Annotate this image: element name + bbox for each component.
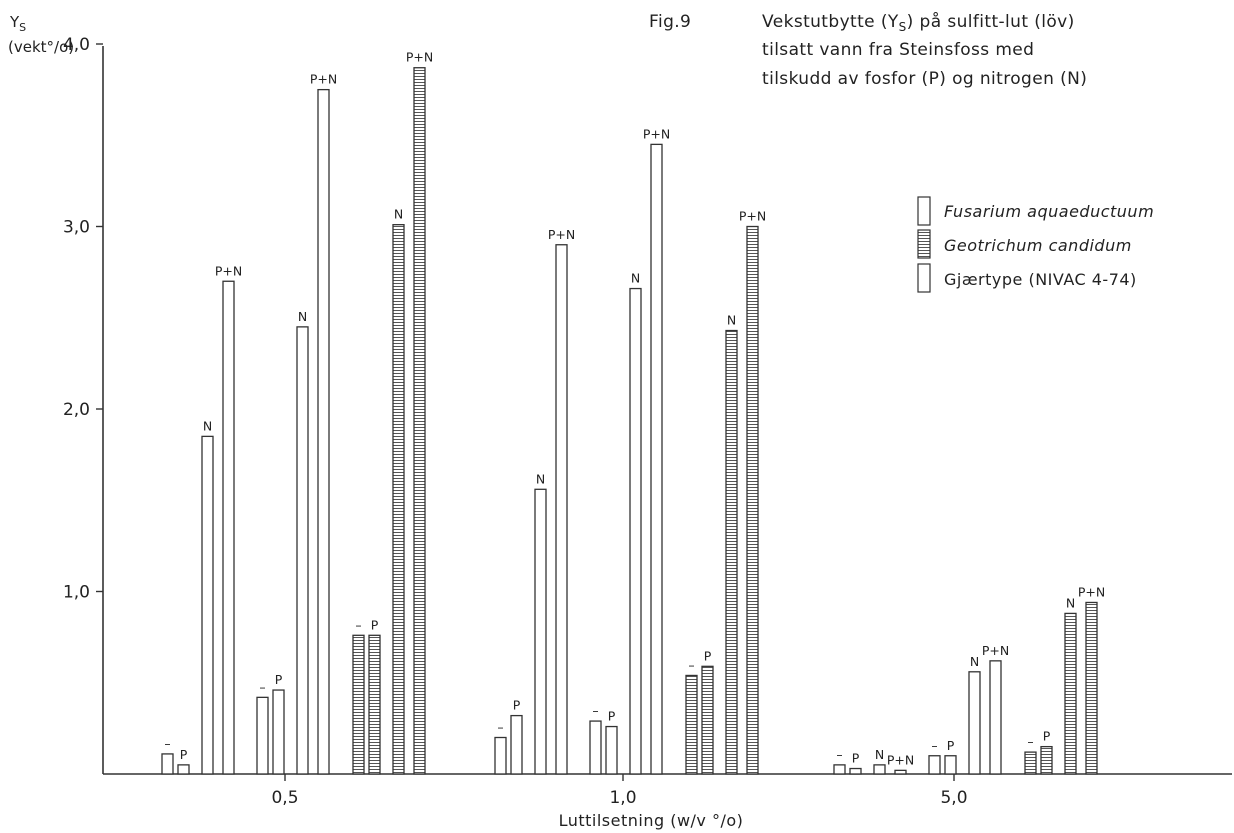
- bar: [701, 665, 714, 775]
- bar-treatment-label: P+N: [1078, 584, 1105, 599]
- legend-swatch-fusarium: [917, 196, 931, 226]
- bar-treatment-label: N: [970, 654, 979, 669]
- y-axis-label: YS: [9, 13, 26, 34]
- bar-treatment-label: –: [931, 738, 937, 753]
- bar-treatment-label: N: [1066, 595, 1075, 610]
- bar-treatment-label: P+N: [739, 209, 766, 224]
- y-tick-label: 4,0: [63, 35, 90, 55]
- bar-treatment-label: –: [355, 617, 361, 632]
- legend-label-geotrichum: Geotrichum candidum: [944, 236, 1132, 255]
- bar: [849, 767, 862, 775]
- y-tick-label: 3,0: [63, 218, 90, 238]
- bar: [1064, 612, 1077, 775]
- title-line-2: tilsatt vann fra Steinsfoss med: [762, 40, 1034, 60]
- bar-treatment-label: –: [497, 720, 503, 735]
- bar: [317, 88, 330, 775]
- bar: [746, 225, 759, 775]
- bar: [928, 755, 941, 775]
- bar-treatment-label: N: [298, 309, 307, 324]
- bar-treatment-label: –: [259, 679, 265, 694]
- bar: [352, 634, 365, 775]
- bar-treatment-label: P: [608, 709, 616, 724]
- bar-treatment-label: P+N: [548, 227, 575, 242]
- bar-treatment-label: –: [688, 657, 694, 672]
- bar-treatment-label: P: [852, 751, 860, 766]
- bar: [392, 224, 405, 775]
- bar-treatment-label: N: [394, 207, 403, 222]
- y-axis-unit: (vekt°/o): [8, 38, 74, 56]
- bar: [650, 143, 663, 775]
- legend-swatch-geotrichum: [917, 229, 931, 259]
- legend-label-fusarium: Fusarium aquaeductuum: [944, 202, 1154, 221]
- figure-number: Fig.9: [649, 12, 691, 32]
- title-line-1: Vekstutbytte (YS) på sulfitt-lut (löv): [762, 11, 1075, 34]
- bar: [833, 764, 846, 775]
- chart-title: Fig.9 Vekstutbytte (YS) på sulfitt-lut (…: [649, 11, 1087, 89]
- bar-treatment-label: N: [875, 747, 884, 762]
- x-tick-label: 5,0: [940, 788, 967, 808]
- bar-treatment-label: P: [371, 617, 379, 632]
- bar-treatment-label: P: [275, 672, 283, 687]
- bar: [989, 660, 1002, 775]
- y-tick-label: 1,0: [63, 583, 90, 603]
- bar-treatment-label: P+N: [310, 72, 337, 87]
- bar-treatment-label: P+N: [406, 50, 433, 65]
- bar-treatment-label: P: [180, 747, 188, 762]
- bar: [296, 326, 309, 775]
- bar: [510, 714, 523, 775]
- y-ticks: 1,0 2,0 3,0 4,0: [63, 35, 103, 603]
- bar: [725, 329, 738, 775]
- bar: [1024, 751, 1037, 775]
- bar: [177, 764, 190, 775]
- bar-treatment-label: P+N: [887, 752, 914, 767]
- bar: [605, 725, 618, 775]
- bar-treatment-label: P+N: [215, 263, 242, 278]
- bar: [222, 280, 235, 775]
- bar: [161, 753, 174, 775]
- title-line-3: tilskudd av fosfor (P) og nitrogen (N): [762, 69, 1087, 89]
- bar: [368, 634, 381, 775]
- bar: [534, 488, 547, 775]
- bar-treatment-label: N: [727, 313, 736, 328]
- bar: [944, 755, 957, 775]
- bar: [629, 287, 642, 775]
- bar: [589, 720, 602, 775]
- legend-label-gjaertype: Gjærtype (NIVAC 4-74): [944, 270, 1137, 289]
- bar-treatment-label: P: [513, 698, 521, 713]
- x-axis-label: Luttilsetning (w/v °/o): [559, 811, 744, 830]
- bar-treatment-label: P: [947, 738, 955, 753]
- bars: –PNP+N– PNP+N– PNP+N–PNP+N– PNP+N–PNP+N– P N P…: [161, 50, 1105, 775]
- bar-treatment-label: N: [203, 418, 212, 433]
- bar: [272, 689, 285, 775]
- bar: [201, 435, 214, 775]
- x-tick-label: 1,0: [609, 788, 636, 808]
- bar: [555, 244, 568, 775]
- bar: [1085, 601, 1098, 775]
- bar-treatment-label: –: [164, 736, 170, 751]
- bar-treatment-label: P: [704, 648, 712, 663]
- bar-treatment-label: P+N: [643, 126, 670, 141]
- bar-treatment-label: P: [1043, 729, 1051, 744]
- legend-swatch-gjaertype: [917, 263, 931, 293]
- bar: [413, 67, 426, 775]
- bar-treatment-label: –: [1027, 734, 1033, 749]
- x-tick-label: 0,5: [271, 788, 298, 808]
- bar: [1040, 745, 1053, 775]
- bar: [256, 696, 269, 775]
- bar-treatment-label: –: [836, 747, 842, 762]
- legend: Fusarium aquaeductuum Geotrichum candidu…: [917, 196, 1154, 293]
- x-ticks: 0,5 1,0 5,0: [271, 774, 968, 808]
- bar: [873, 764, 886, 775]
- bar-treatment-label: –: [592, 703, 598, 718]
- bar: [494, 736, 507, 775]
- bar-treatment-label: P+N: [982, 643, 1009, 658]
- bar: [894, 769, 907, 775]
- bar: [685, 674, 698, 775]
- bar-treatment-label: N: [631, 271, 640, 286]
- y-tick-label: 2,0: [63, 400, 90, 420]
- bar: [968, 671, 981, 775]
- bar-treatment-label: N: [536, 471, 545, 486]
